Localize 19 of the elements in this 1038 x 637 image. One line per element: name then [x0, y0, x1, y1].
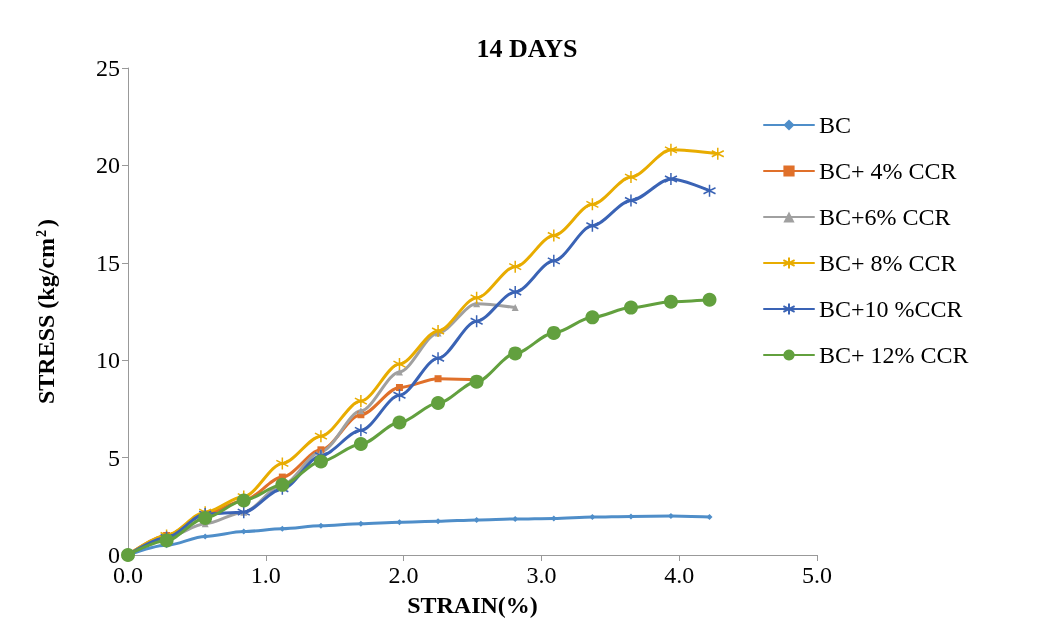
y-tick-label: 25 — [96, 55, 120, 81]
y-tick-label: 20 — [96, 152, 120, 179]
y-axis-title: STRESS (kg/cm2) — [33, 218, 59, 405]
x-tick-label: 2.0 — [388, 562, 419, 588]
legend-label: BC — [819, 112, 852, 138]
y-tick-label: 5 — [108, 444, 120, 471]
x-tick-label: 4.0 — [664, 562, 695, 588]
x-tick-label: 3.0 — [526, 562, 557, 588]
x-axis-title: STRAIN(%) — [407, 592, 538, 618]
y-tick-label: 10 — [96, 347, 120, 374]
x-tick-label: 5.0 — [802, 562, 832, 588]
legend-label: BC+ 12% CCR — [819, 342, 969, 368]
y-tick-label: 15 — [96, 249, 120, 276]
legend-label: BC+ 4% CCR — [819, 158, 957, 184]
legend-label: BC+6% CCR — [819, 204, 951, 230]
chart-title: 14 DAYS — [476, 33, 578, 63]
legend-label: BC+10 %CCR — [819, 296, 963, 322]
x-tick-label: 1.0 — [250, 562, 281, 588]
legend-label: BC+ 8% CCR — [819, 250, 957, 276]
